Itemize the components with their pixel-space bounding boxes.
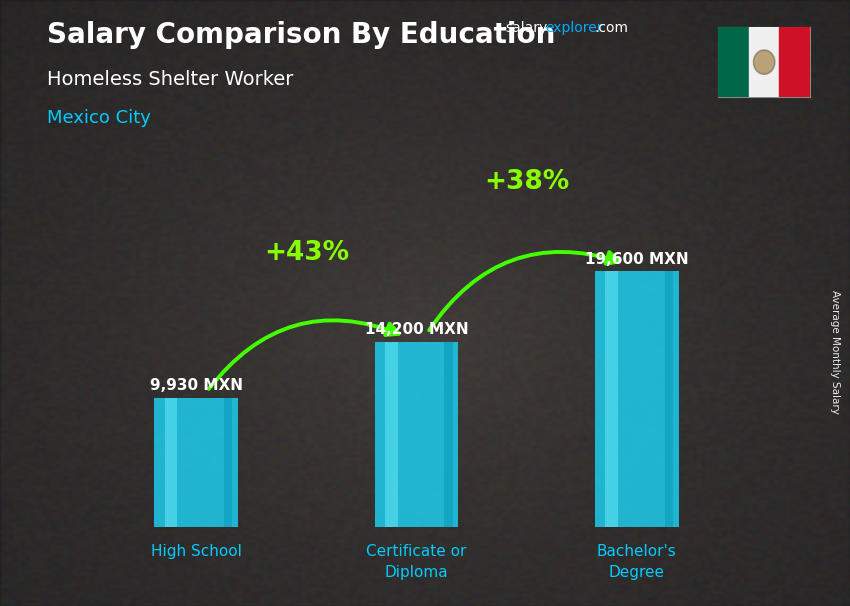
Bar <box>749 27 779 97</box>
Text: 14,200 MXN: 14,200 MXN <box>365 322 468 338</box>
Bar <box>665 271 673 527</box>
Bar <box>445 342 452 527</box>
Bar <box>375 342 458 527</box>
Bar <box>779 27 810 97</box>
Circle shape <box>753 50 775 75</box>
Bar <box>165 398 178 527</box>
Text: explorer: explorer <box>546 21 604 35</box>
Text: 19,600 MXN: 19,600 MXN <box>585 252 688 267</box>
Text: Bachelor's
Degree: Bachelor's Degree <box>597 544 677 580</box>
Text: +43%: +43% <box>264 240 348 266</box>
Bar <box>224 398 232 527</box>
Text: Homeless Shelter Worker: Homeless Shelter Worker <box>47 70 293 88</box>
Bar <box>605 271 618 527</box>
Text: Certificate or
Diploma: Certificate or Diploma <box>366 544 467 580</box>
Bar <box>154 398 238 527</box>
FancyArrowPatch shape <box>209 321 399 389</box>
Text: Average Monthly Salary: Average Monthly Salary <box>830 290 840 413</box>
Text: Mexico City: Mexico City <box>47 109 150 127</box>
FancyArrowPatch shape <box>429 252 619 330</box>
Bar <box>595 271 679 527</box>
Text: +38%: +38% <box>484 169 570 195</box>
Circle shape <box>756 52 773 72</box>
Text: salary: salary <box>506 21 548 35</box>
Text: High School: High School <box>150 544 241 559</box>
Text: .com: .com <box>595 21 629 35</box>
Bar <box>385 342 398 527</box>
Text: 9,930 MXN: 9,930 MXN <box>150 378 242 393</box>
Bar <box>718 27 749 97</box>
Text: Salary Comparison By Education: Salary Comparison By Education <box>47 21 555 49</box>
